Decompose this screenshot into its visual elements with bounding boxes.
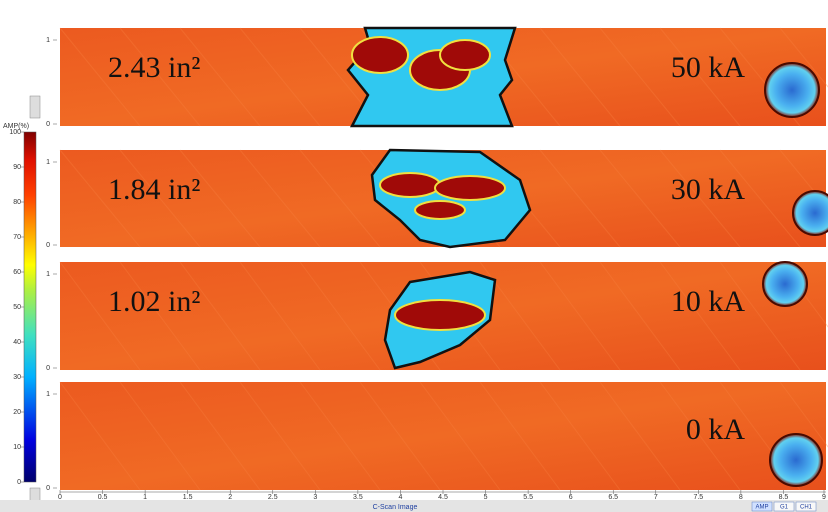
x-tick-label: 9 [822,494,826,501]
x-tick-label: 6 [569,494,573,501]
current-label: 10 kA [671,285,746,318]
area-label: 1.84 in² [108,173,200,206]
x-tick-label: 3 [313,494,317,501]
reference-disc [770,434,822,486]
x-tick-label: 8.5 [779,494,789,501]
status-button-label: G1 [780,505,789,511]
colorbar-tick-label: 10 [13,444,21,451]
reference-disc [763,262,807,306]
reference-disc [793,191,828,235]
damage-core [440,40,490,70]
status-button-label: CH1 [800,505,813,511]
colorbar-tick-label: 80 [13,199,21,206]
colorbar-tick-label: 30 [13,374,21,381]
x-tick-label: 6.5 [608,494,618,501]
y-tick-label: 0 [46,121,50,128]
current-label: 50 kA [671,51,746,84]
damage-core [380,173,440,197]
x-tick-label: 4 [398,494,402,501]
current-label: 30 kA [671,173,746,206]
area-label: 1.02 in² [108,285,200,318]
y-tick-label: 1 [46,271,50,278]
x-tick-label: 0.5 [98,494,108,501]
colorbar [24,132,36,482]
colorbar-tick-label: 0 [17,479,21,486]
y-tick-label: 1 [46,391,50,398]
y-tick-label: 1 [46,37,50,44]
colorbar-tick-label: 70 [13,234,21,241]
x-tick-label: 7.5 [693,494,703,501]
scroll-button[interactable] [30,96,40,118]
y-tick-label: 0 [46,485,50,492]
colorbar-tick-label: 40 [13,339,21,346]
status-title: C-Scan Image [373,504,418,511]
x-tick-label: 7 [654,494,658,501]
x-tick-label: 2.5 [268,494,278,501]
x-tick-label: 1 [143,494,147,501]
y-tick-label: 1 [46,159,50,166]
x-tick-label: 8 [739,494,743,501]
x-tick-label: 2 [228,494,232,501]
x-tick-label: 5.5 [523,494,533,501]
cscan-window: AMP(%) C-Scan Image 01020304050607080901… [0,0,828,512]
colorbar-tick-label: 60 [13,269,21,276]
area-label: 2.43 in² [108,51,200,84]
x-tick-label: 3.5 [353,494,363,501]
damage-core [352,37,408,73]
damage-core [415,201,465,219]
x-tick-label: 1.5 [183,494,193,501]
y-tick-label: 0 [46,242,50,249]
x-tick-label: 0 [58,494,62,501]
colorbar-tick-label: 100 [9,129,21,136]
page: AMP(%) C-Scan Image 01020304050607080901… [0,0,828,512]
x-tick-label: 5 [484,494,488,501]
status-button-label: AMP [755,505,768,511]
y-tick-label: 0 [46,365,50,372]
damage-core [435,176,505,200]
colorbar-tick-label: 50 [13,304,21,311]
colorbar-tick-label: 90 [13,164,21,171]
x-tick-label: 4.5 [438,494,448,501]
reference-disc [765,63,819,117]
damage-core [395,300,485,330]
colorbar-tick-label: 20 [13,409,21,416]
current-label: 0 kA [686,413,746,446]
